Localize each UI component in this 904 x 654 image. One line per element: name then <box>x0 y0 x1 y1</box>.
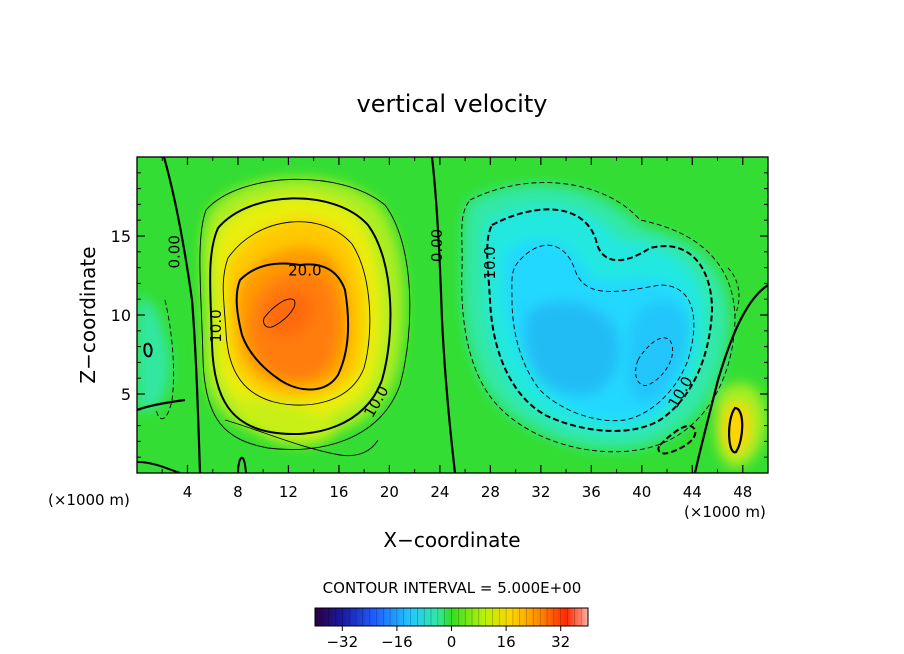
contour-neg-left-small <box>143 342 153 358</box>
contour-label: 0.00 <box>165 235 183 268</box>
colorbar-ticks: −32 −16 0 16 32 <box>326 626 570 651</box>
color-field <box>137 177 767 468</box>
x-unit-left: (×1000 m) <box>48 491 130 509</box>
contour-neg-loop-lower <box>657 425 697 455</box>
y-tick-label: 10 <box>111 306 131 325</box>
x-tick-label: 44 <box>683 483 702 501</box>
colorbar-tick-label: 16 <box>497 633 516 651</box>
colorbar-tick-label: 32 <box>551 633 570 651</box>
contour-neg5 <box>461 182 736 453</box>
contour-label: 10.0 <box>207 309 225 342</box>
contour-label: 10.0 <box>481 246 499 279</box>
contour-15 <box>222 221 371 406</box>
x-tick-label: 28 <box>481 483 500 501</box>
contour-interval-text: CONTOUR INTERVAL = 5.000E+00 <box>323 579 582 597</box>
y-axis-label: Z−coordinate <box>76 246 100 383</box>
contour-10 <box>209 197 392 436</box>
contour-neg10 <box>486 208 714 432</box>
x-unit-right: (×1000 m) <box>684 503 766 521</box>
x-tick-label: 20 <box>380 483 399 501</box>
x-tick-label: 36 <box>582 483 601 501</box>
colorbar-tick-label: −16 <box>381 633 413 651</box>
x-tick-label: 12 <box>279 483 298 501</box>
contour-zero-loop-right <box>728 406 744 454</box>
x-tick-label: 16 <box>329 483 348 501</box>
contour-25 <box>263 298 296 328</box>
x-tick-label: 40 <box>632 483 651 501</box>
x-tick-label: 4 <box>183 483 193 501</box>
x-tick-label: 48 <box>733 483 752 501</box>
contour-zero-mid <box>430 157 457 473</box>
contour-neg15 <box>511 244 695 422</box>
contour-zero-lower-left <box>137 398 186 412</box>
contour-label: 20.0 <box>288 261 321 279</box>
chart-title: vertical velocity <box>357 90 548 118</box>
contour-neg-left <box>155 299 175 420</box>
colorbar-tick-label: −32 <box>326 633 358 651</box>
y-tick-label: 15 <box>111 227 131 246</box>
x-tick-label: 32 <box>531 483 550 501</box>
contour-lines <box>137 157 768 473</box>
colorbar-tick-label: 0 <box>447 633 457 651</box>
contour-zero-left <box>162 157 202 473</box>
x-axis: 4 8 12 16 20 24 28 32 36 40 44 48 <box>161 157 752 501</box>
colorbar: −32 −16 0 16 32 <box>314 607 589 651</box>
y-tick-label: 5 <box>121 385 131 404</box>
contour-label: 0.00 <box>428 229 446 262</box>
contour-5 <box>199 178 411 451</box>
contour-5-lower <box>224 419 379 457</box>
x-tick-label: 24 <box>430 483 449 501</box>
contour-20 <box>235 262 350 391</box>
contour-neg20-loop <box>635 337 674 386</box>
x-tick-label: 8 <box>233 483 243 501</box>
contour-zero-right <box>693 284 768 473</box>
x-axis-label: X−coordinate <box>383 528 520 552</box>
y-axis: 5 10 15 <box>111 172 768 458</box>
contour-zero-corner <box>137 461 181 473</box>
colorbar-segments <box>321 608 582 626</box>
